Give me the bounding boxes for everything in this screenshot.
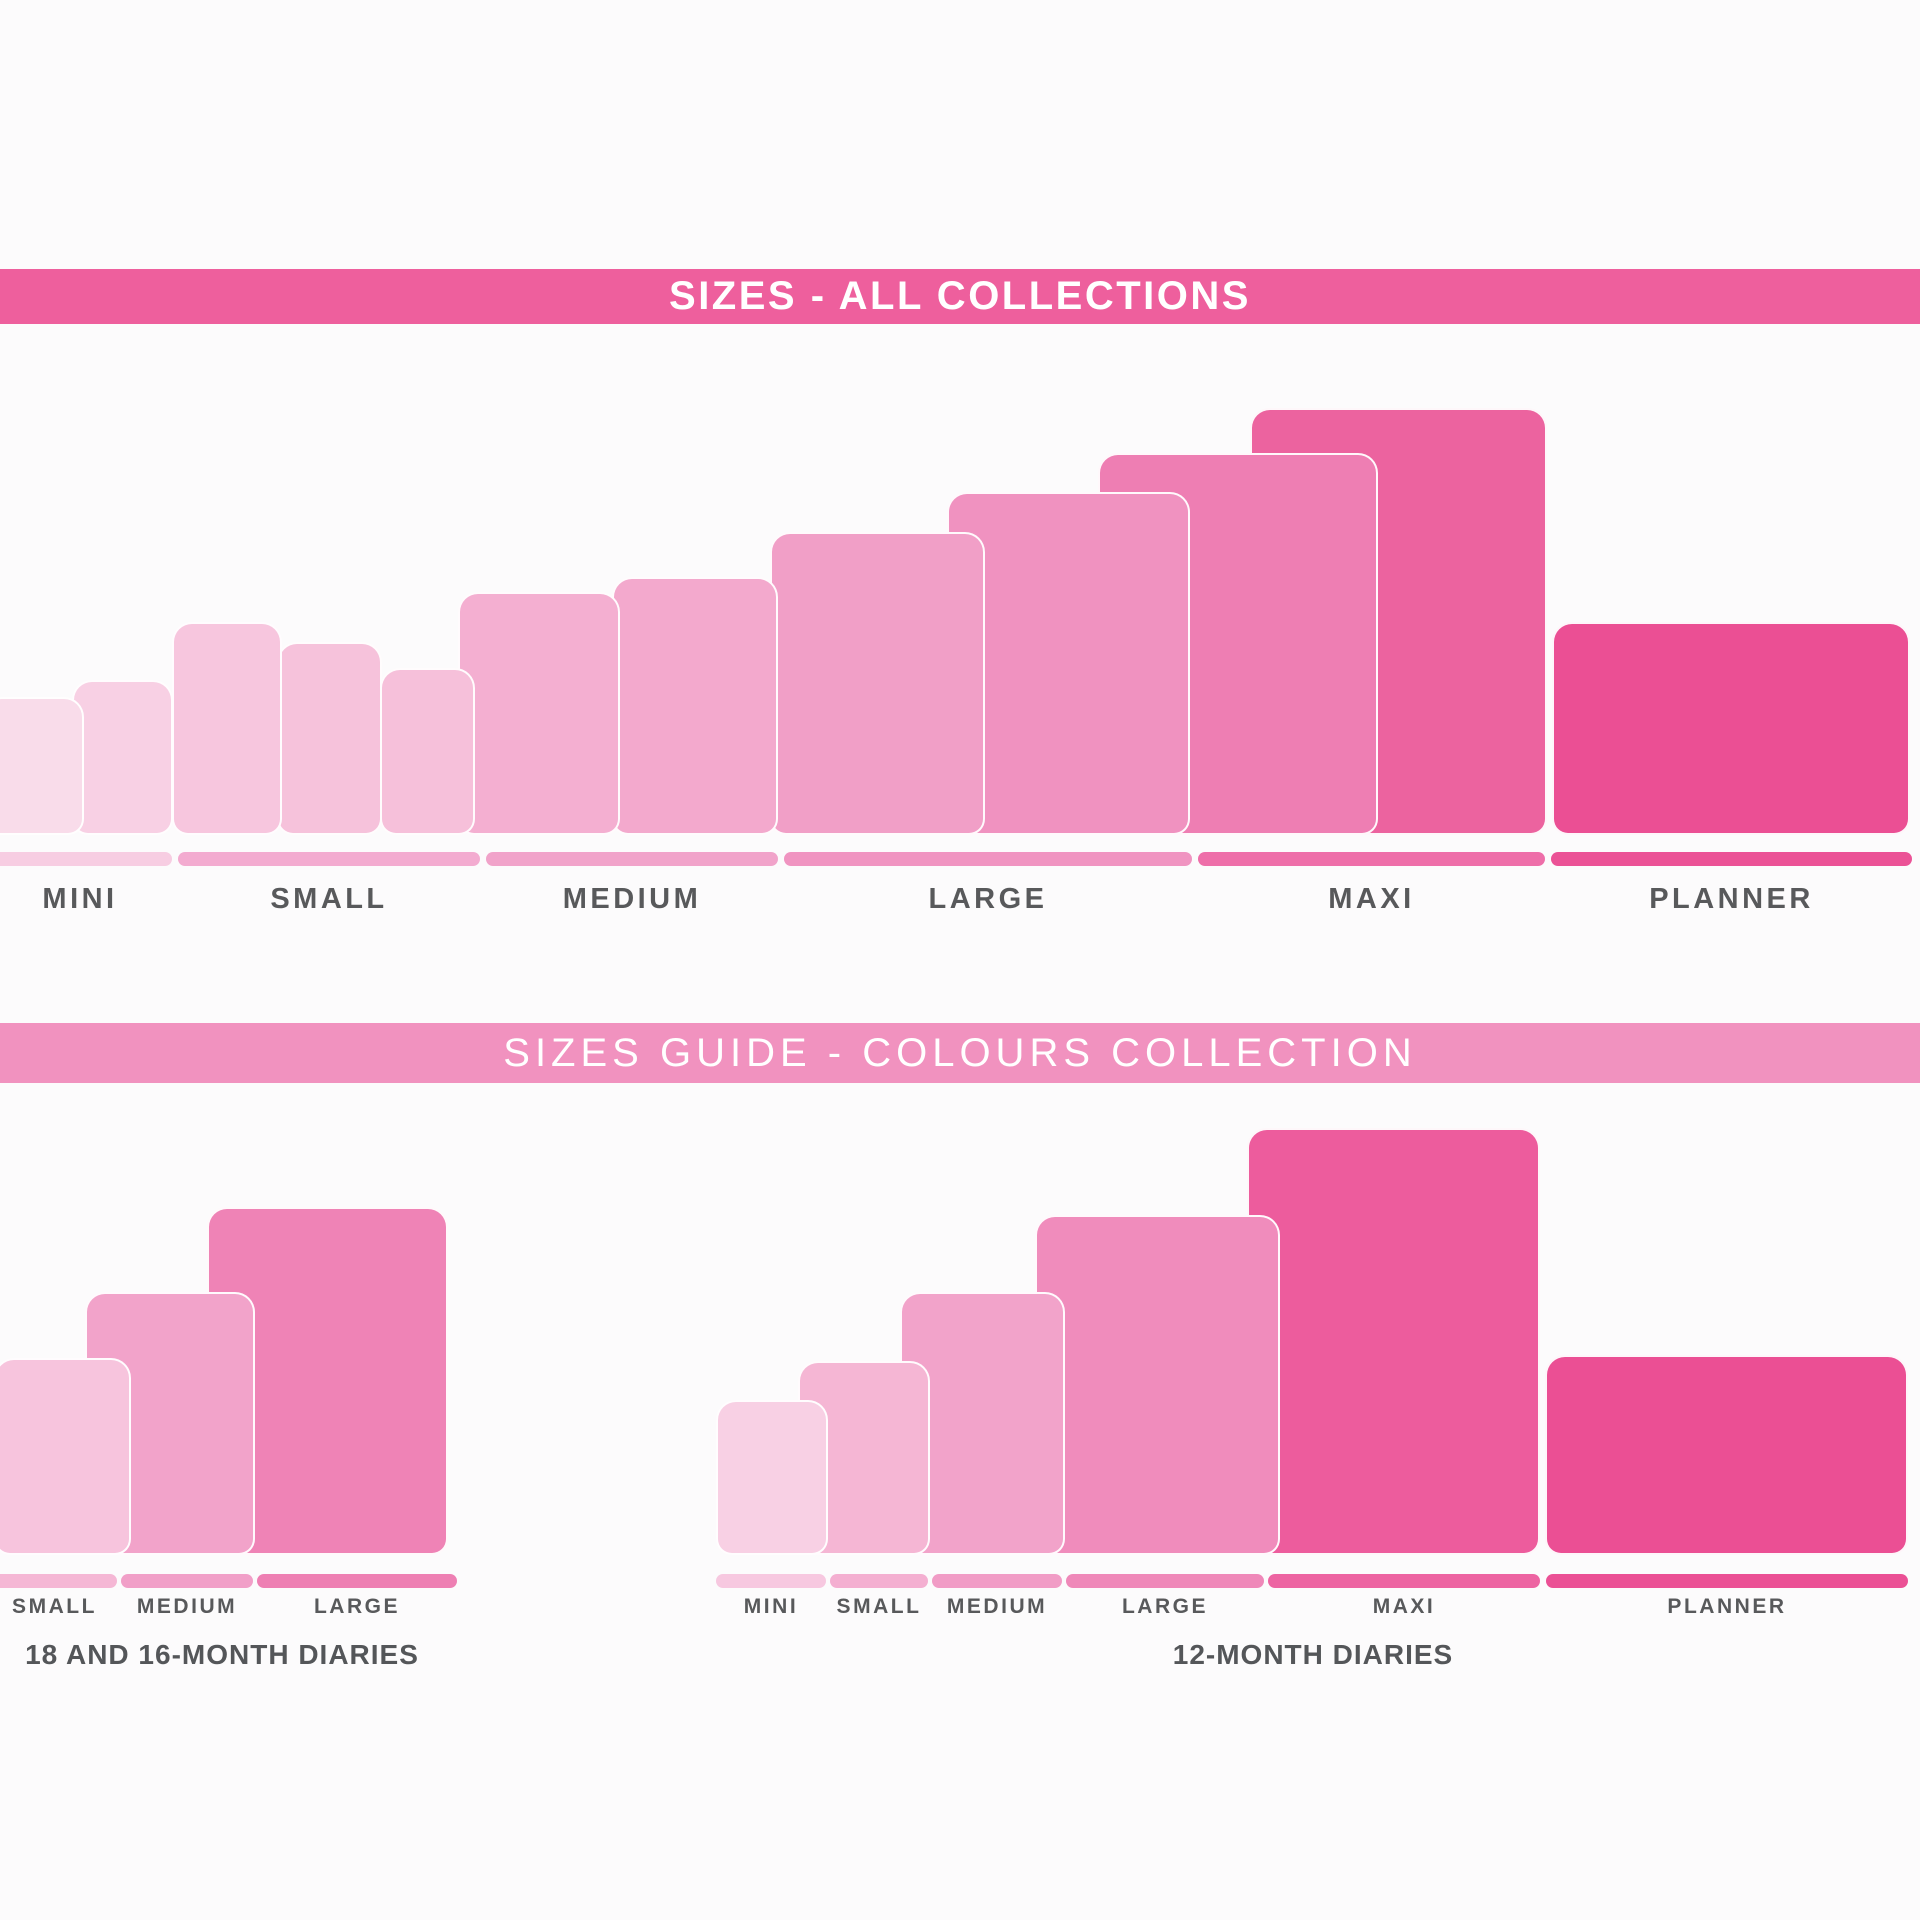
all-collections-label-large: LARGE [928,883,1048,915]
colours-12-label-medium: MEDIUM [946,1595,1048,1618]
header-bar-colours-collection: SIZES GUIDE - COLOURS COLLECTION [0,1023,1920,1083]
all-collections-strip-small [178,852,480,866]
all-collections-strip-medium [486,852,778,866]
colours-18-16-strip-small [0,1574,117,1588]
all-collections-strip-mini [0,852,172,866]
colours-18-16-title: 18 AND 16-MONTH DIARIES [25,1639,419,1670]
colours-18-16-label-large: LARGE [313,1595,401,1618]
all-collections-bar-medium-1 [458,592,620,835]
all-collections-bar-small-2 [277,642,382,835]
colours-12-label-mini: MINI [743,1595,799,1618]
header-bar-all-collections: SIZES - ALL COLLECTIONS [0,269,1920,324]
all-collections-bar-medium-2 [612,577,778,835]
colours-12-strip-medium [932,1574,1062,1588]
colours-12-bar-mini [716,1400,828,1555]
colours-18-16-strip-medium [121,1574,253,1588]
all-collections-bar-large-2 [947,492,1190,835]
colours-12-strip-maxi [1268,1574,1540,1588]
all-collections-bar-mini-2 [72,680,173,835]
colours-12-strip-small [830,1574,928,1588]
colours-18-16-bar-small [0,1358,131,1555]
header-title-colours-collection: SIZES GUIDE - COLOURS COLLECTION [503,1030,1417,1075]
colours-12-label-small: SMALL [836,1595,922,1618]
all-collections-label-mini: MINI [42,883,118,915]
all-collections-strip-planner [1551,852,1912,866]
colours-18-16-strip-large [257,1574,457,1588]
all-collections-strip-large [784,852,1192,866]
all-collections-label-maxi: MAXI [1328,883,1415,915]
colours-12-label-planner: PLANNER [1667,1595,1787,1618]
all-collections-bar-small-3 [380,668,475,835]
colours-12-bar-maxi [1247,1128,1540,1555]
colours-12-label-large: LARGE [1121,1595,1209,1618]
all-collections-label-small: SMALL [270,883,388,915]
all-collections-bar-planner [1552,622,1910,835]
all-collections-label-planner: PLANNER [1649,883,1814,915]
colours-12-strip-mini [716,1574,826,1588]
all-collections-bar-mini-1 [0,697,84,835]
colours-18-16-label-medium: MEDIUM [136,1595,238,1618]
all-collections-bar-large-1 [770,532,985,835]
all-collections-bar-small-1 [172,622,282,835]
colours-12-strip-large [1066,1574,1264,1588]
all-collections-label-medium: MEDIUM [562,883,702,915]
all-collections-strip-maxi [1198,852,1545,866]
colours-12-strip-planner [1546,1574,1908,1588]
colours-18-16-label-small: SMALL [12,1595,97,1618]
colours-12-label-maxi: MAXI [1372,1595,1436,1618]
colours-12-bar-planner [1545,1355,1908,1555]
colours-12-bar-large [1035,1215,1280,1555]
colours-12-title: 12-MONTH DIARIES [1172,1639,1454,1670]
header-title-all-collections: SIZES - ALL COLLECTIONS [669,274,1251,318]
